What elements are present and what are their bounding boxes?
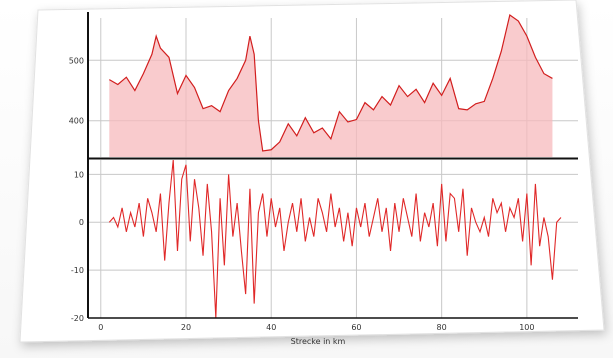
x-tick-label: 100 — [519, 323, 534, 332]
gradient-line — [108, 159, 562, 319]
chart-axes — [87, 12, 578, 319]
elevation-line — [109, 13, 553, 152]
x-tick-label: 80 — [437, 323, 447, 332]
x-tick-label: 60 — [351, 323, 361, 332]
top-y-tick-label: 400 — [69, 117, 84, 126]
elevation-area-fill — [109, 14, 553, 158]
gradient-line-series — [108, 159, 562, 319]
bottom-y-tick-label: -20 — [71, 314, 84, 323]
bottom-y-tick-label: 0 — [79, 218, 84, 227]
top-y-tick-label: 500 — [69, 56, 84, 65]
x-axis-title: Strecke in km — [291, 337, 346, 346]
x-tick-label: 0 — [98, 323, 103, 332]
x-tick-label: 40 — [266, 323, 276, 332]
bottom-y-tick-label: -10 — [71, 266, 84, 275]
elevation-area-series — [109, 13, 553, 158]
bottom-y-tick-label: 10 — [74, 170, 84, 179]
x-tick-label: 20 — [181, 323, 191, 332]
